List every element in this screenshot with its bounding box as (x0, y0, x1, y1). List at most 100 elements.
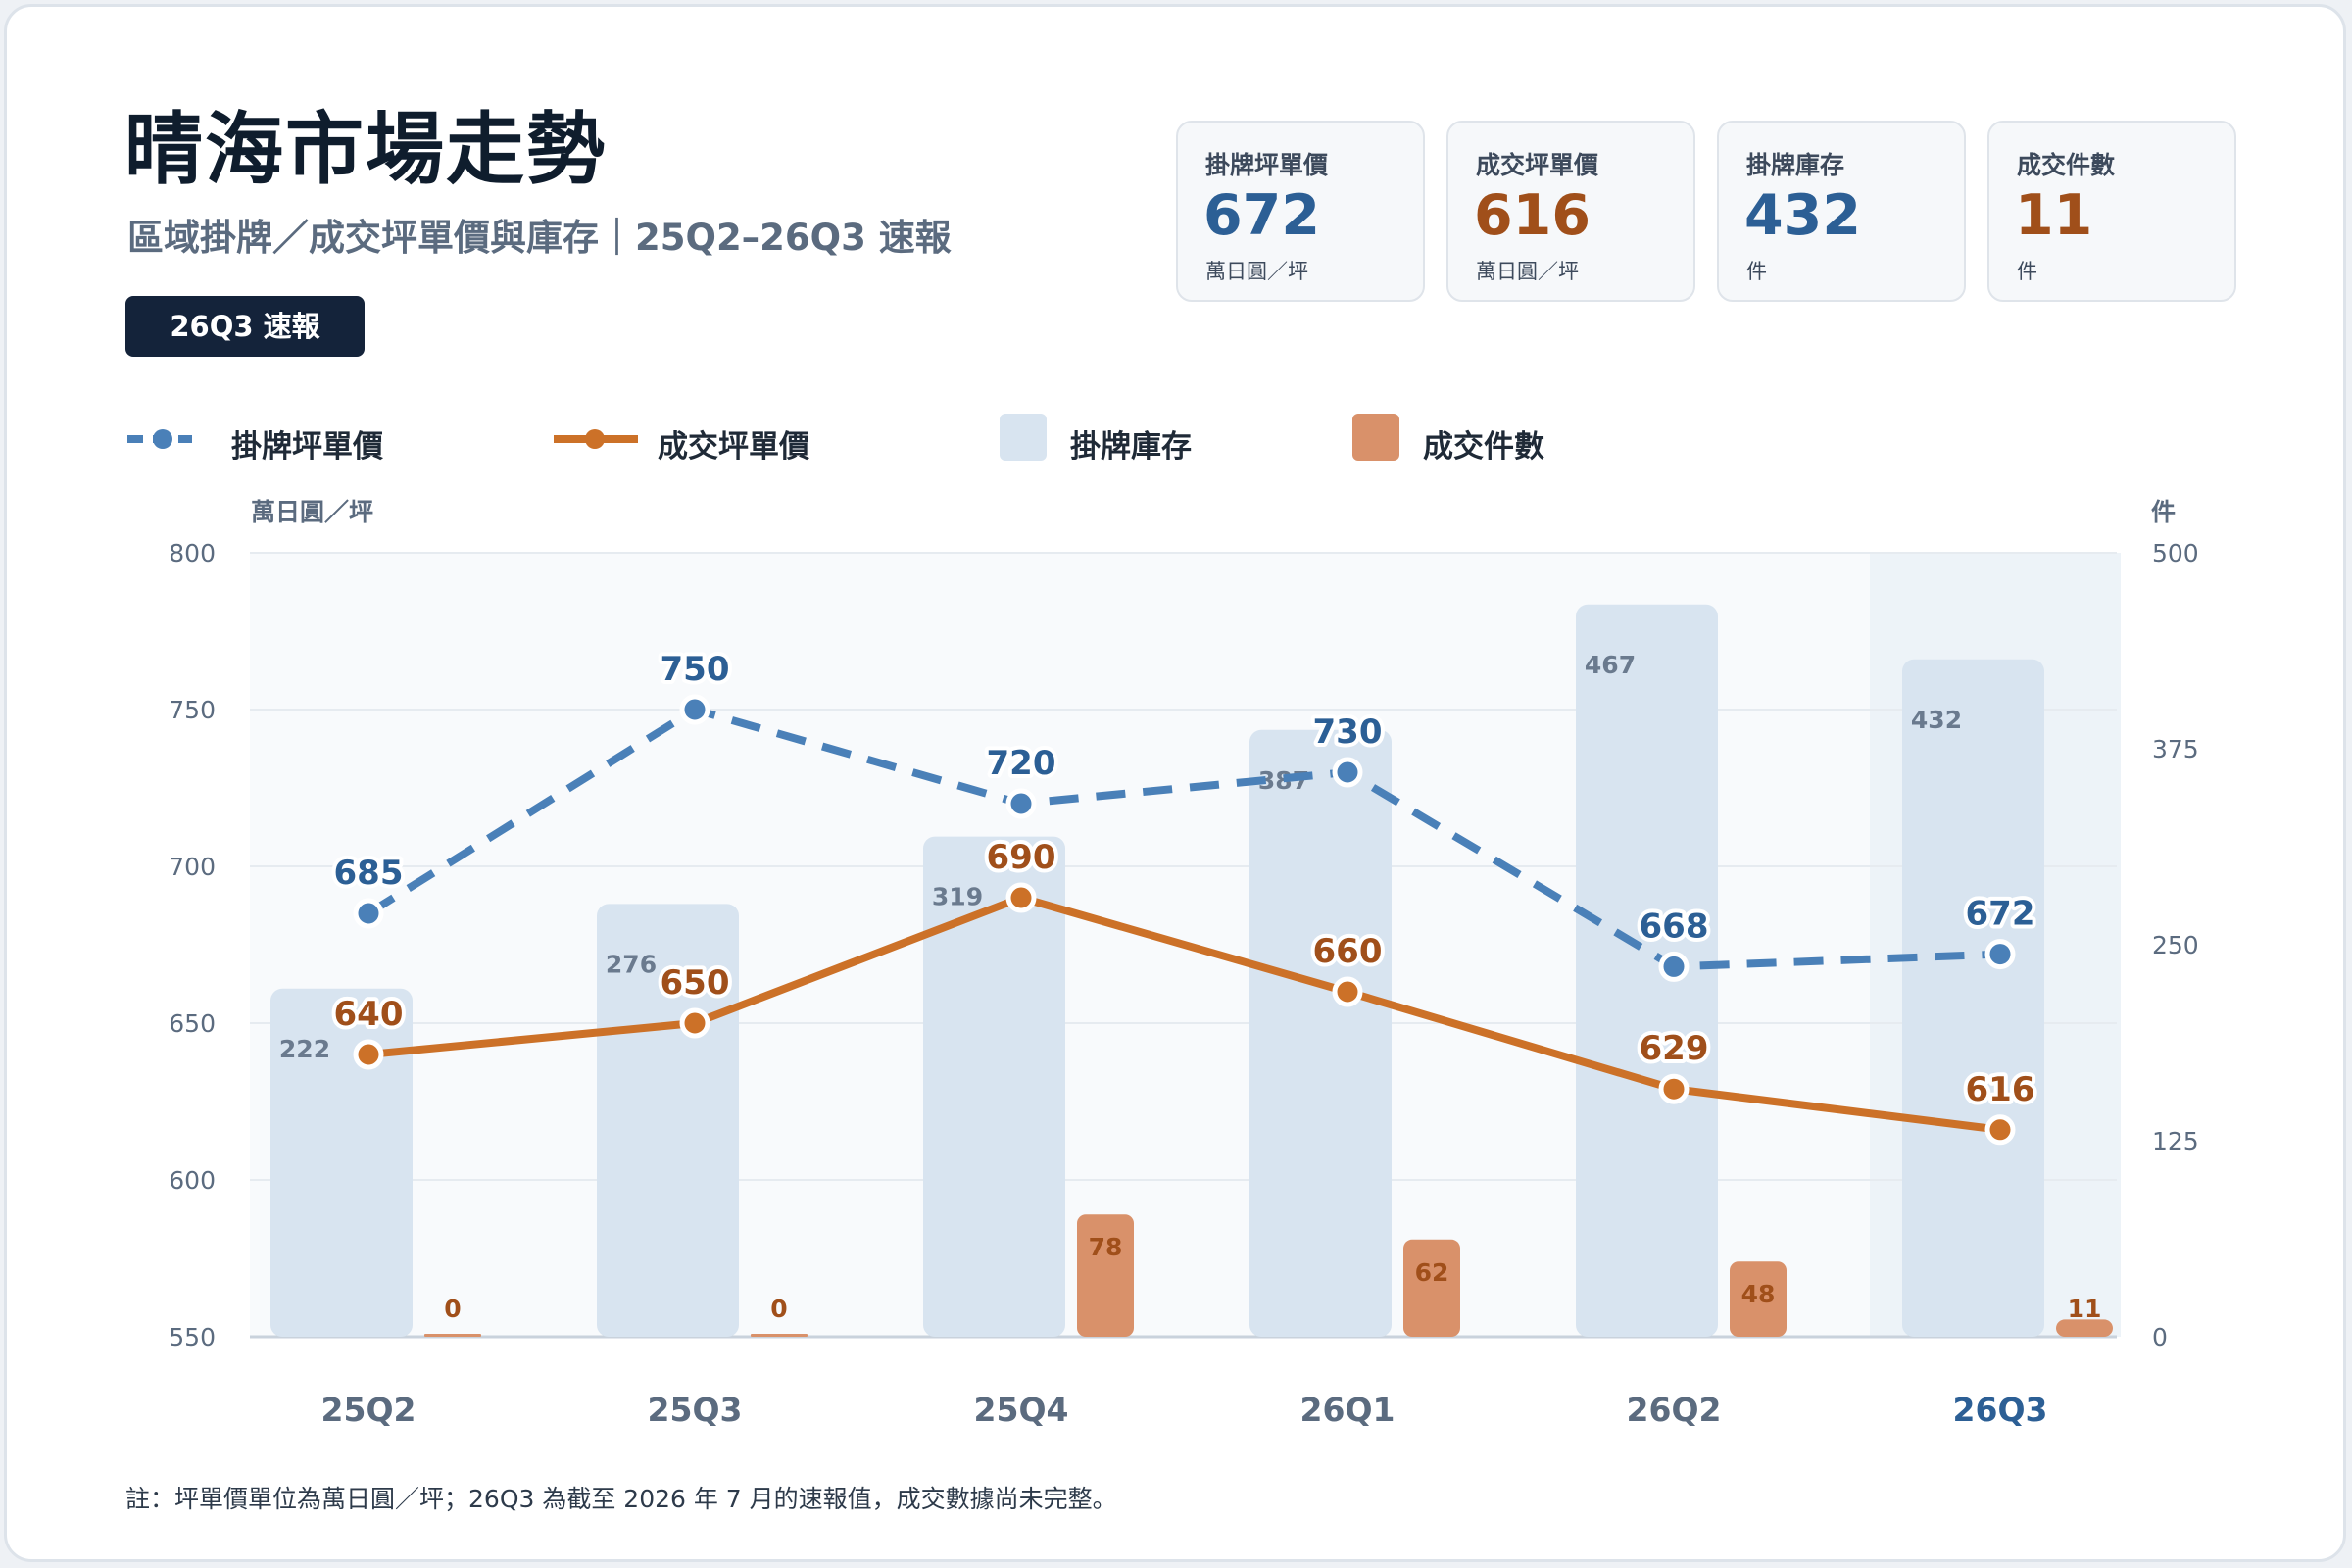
listing-price-point (1658, 951, 1690, 982)
x-tick-label: 25Q4 (974, 1391, 1069, 1429)
legend-label: 掛牌坪單價 (231, 429, 383, 465)
listing-price-line (366, 706, 2001, 971)
deal-price-data-label: 660 (1313, 932, 1383, 971)
listing-price-data-label: 750 (661, 650, 730, 689)
deals-data-label: 0 (444, 1295, 461, 1323)
deal-price-point (679, 1007, 710, 1039)
legend-label: 成交坪單價 (658, 429, 809, 465)
inventory-data-label: 432 (1911, 706, 1962, 734)
inventory-data-label: 319 (932, 883, 983, 911)
deals-bar (1077, 1214, 1134, 1337)
y-left-tick-label: 550 (169, 1323, 216, 1351)
inventory-data-label: 467 (1585, 651, 1636, 679)
square-swatch-icon (1352, 414, 1399, 461)
left-axis-unit: 萬日圓／坪 (251, 498, 374, 526)
legend-item-listing-price: 掛牌坪單價 (125, 412, 439, 466)
page-title: 晴海市場走勢 (124, 103, 607, 195)
listing-price-data-label: 672 (1966, 895, 2035, 934)
legend-item-deal-price: 成交坪單價 (552, 412, 865, 466)
deal-price-point (1332, 976, 1363, 1007)
listing-price-point (1005, 788, 1037, 819)
y-left-tick-label: 700 (169, 853, 216, 881)
y-right-tick-label: 500 (2152, 539, 2199, 567)
y-left-tick-label: 750 (169, 696, 216, 724)
listing-price-point (1984, 939, 2016, 970)
inventory-bar (1576, 604, 1718, 1337)
kpi-card-deals: 成交件數 11 件 (1987, 121, 2236, 302)
deal-price-data-label: 616 (1966, 1070, 2035, 1109)
deal-price-line (365, 894, 2004, 1134)
dashed-line-marker-icon (127, 429, 192, 449)
y-right-tick-label: 0 (2152, 1323, 2168, 1351)
kpi-unit: 萬日圓／坪 (1476, 260, 1579, 283)
deals-bar (2056, 1319, 2113, 1337)
y-left-tick-label: 800 (169, 539, 216, 567)
kpi-unit: 件 (1746, 260, 1767, 283)
kpi-value: 672 (1203, 183, 1320, 248)
listing-price-data-label: 685 (334, 854, 404, 893)
deals-bar (751, 1334, 808, 1337)
x-tick-label: 25Q2 (321, 1391, 416, 1429)
deal-price-point (1658, 1073, 1690, 1104)
y-left-tick-label: 600 (169, 1166, 216, 1195)
listing-price-point (1332, 757, 1363, 788)
deal-price-point (353, 1039, 384, 1070)
deals-bar (1403, 1239, 1460, 1337)
deal-price-data-label: 650 (661, 963, 730, 1003)
x-tick-label: 26Q2 (1627, 1391, 1722, 1429)
legend-label: 掛牌庫存 (1070, 429, 1192, 465)
y-left-tick-label: 650 (169, 1009, 216, 1038)
deal-price-point (1984, 1114, 2016, 1146)
kpi-label: 成交坪單價 (1476, 151, 1599, 179)
deal-price-point (1005, 882, 1037, 913)
deals-data-label: 0 (770, 1295, 787, 1323)
page-subtitle: 區域掛牌／成交坪單價與庫存｜25Q2–26Q3 速報 (127, 217, 952, 259)
kpi-value: 616 (1474, 183, 1591, 248)
listing-price-point (353, 898, 384, 929)
inventory-data-label: 222 (279, 1035, 330, 1063)
listing-price-point (679, 694, 710, 725)
solid-line-marker-icon (554, 429, 638, 449)
inventory-data-label: 276 (606, 950, 657, 978)
deals-bar (1730, 1261, 1787, 1337)
deals-data-label: 11 (2068, 1295, 2102, 1323)
inventory-bar (270, 988, 413, 1337)
kpi-card-inventory: 掛牌庫存 432 件 (1717, 121, 1966, 302)
deals-data-label: 62 (1415, 1258, 1449, 1287)
listing-price-data-label: 730 (1313, 712, 1383, 752)
y-right-tick-label: 125 (2152, 1127, 2199, 1155)
right-axis-unit: 件 (2151, 498, 2177, 526)
kpi-unit: 件 (2017, 260, 2037, 283)
kpi-label: 成交件數 (2017, 151, 2116, 179)
square-swatch-icon (1000, 414, 1047, 461)
kpi-unit: 萬日圓／坪 (1205, 260, 1308, 283)
deals-data-label: 48 (1741, 1280, 1776, 1308)
deals-data-label: 78 (1089, 1233, 1123, 1261)
x-tick-label: 25Q3 (648, 1391, 743, 1429)
listing-price-data-label: 668 (1640, 906, 1709, 946)
y-right-tick-label: 250 (2152, 931, 2199, 959)
inventory-bar (1250, 729, 1392, 1337)
legend-item-inventory: 掛牌庫存 (1000, 412, 1254, 466)
y-right-tick-label: 375 (2152, 735, 2199, 763)
deal-price-data-label: 690 (987, 838, 1056, 877)
kpi-value: 11 (2015, 183, 2093, 248)
inventory-bar (1902, 659, 2044, 1337)
x-tick-label: 26Q3 (1953, 1391, 2048, 1429)
deal-price-data-label: 629 (1640, 1029, 1709, 1068)
kpi-value: 432 (1744, 183, 1861, 248)
deal-price-data-label: 640 (334, 995, 404, 1034)
kpi-label: 掛牌坪單價 (1205, 151, 1329, 179)
listing-price-data-label: 720 (987, 744, 1056, 783)
legend-label: 成交件數 (1423, 429, 1544, 465)
inventory-bar (923, 836, 1065, 1337)
kpi-card-listing-price: 掛牌坪單價 672 萬日圓／坪 (1176, 121, 1425, 302)
kpi-label: 掛牌庫存 (1746, 151, 1845, 179)
deals-bar (424, 1334, 481, 1337)
x-tick-label: 26Q1 (1300, 1391, 1396, 1429)
legend-item-deals: 成交件數 (1352, 412, 1607, 466)
footnote: 註：坪單價單位為萬日圓／坪；26Q3 為截至 2026 年 7 月的速報值，成交… (125, 1485, 1117, 1513)
kpi-card-deal-price: 成交坪單價 616 萬日圓／坪 (1446, 121, 1695, 302)
period-badge: 26Q3 速報 (125, 296, 365, 357)
